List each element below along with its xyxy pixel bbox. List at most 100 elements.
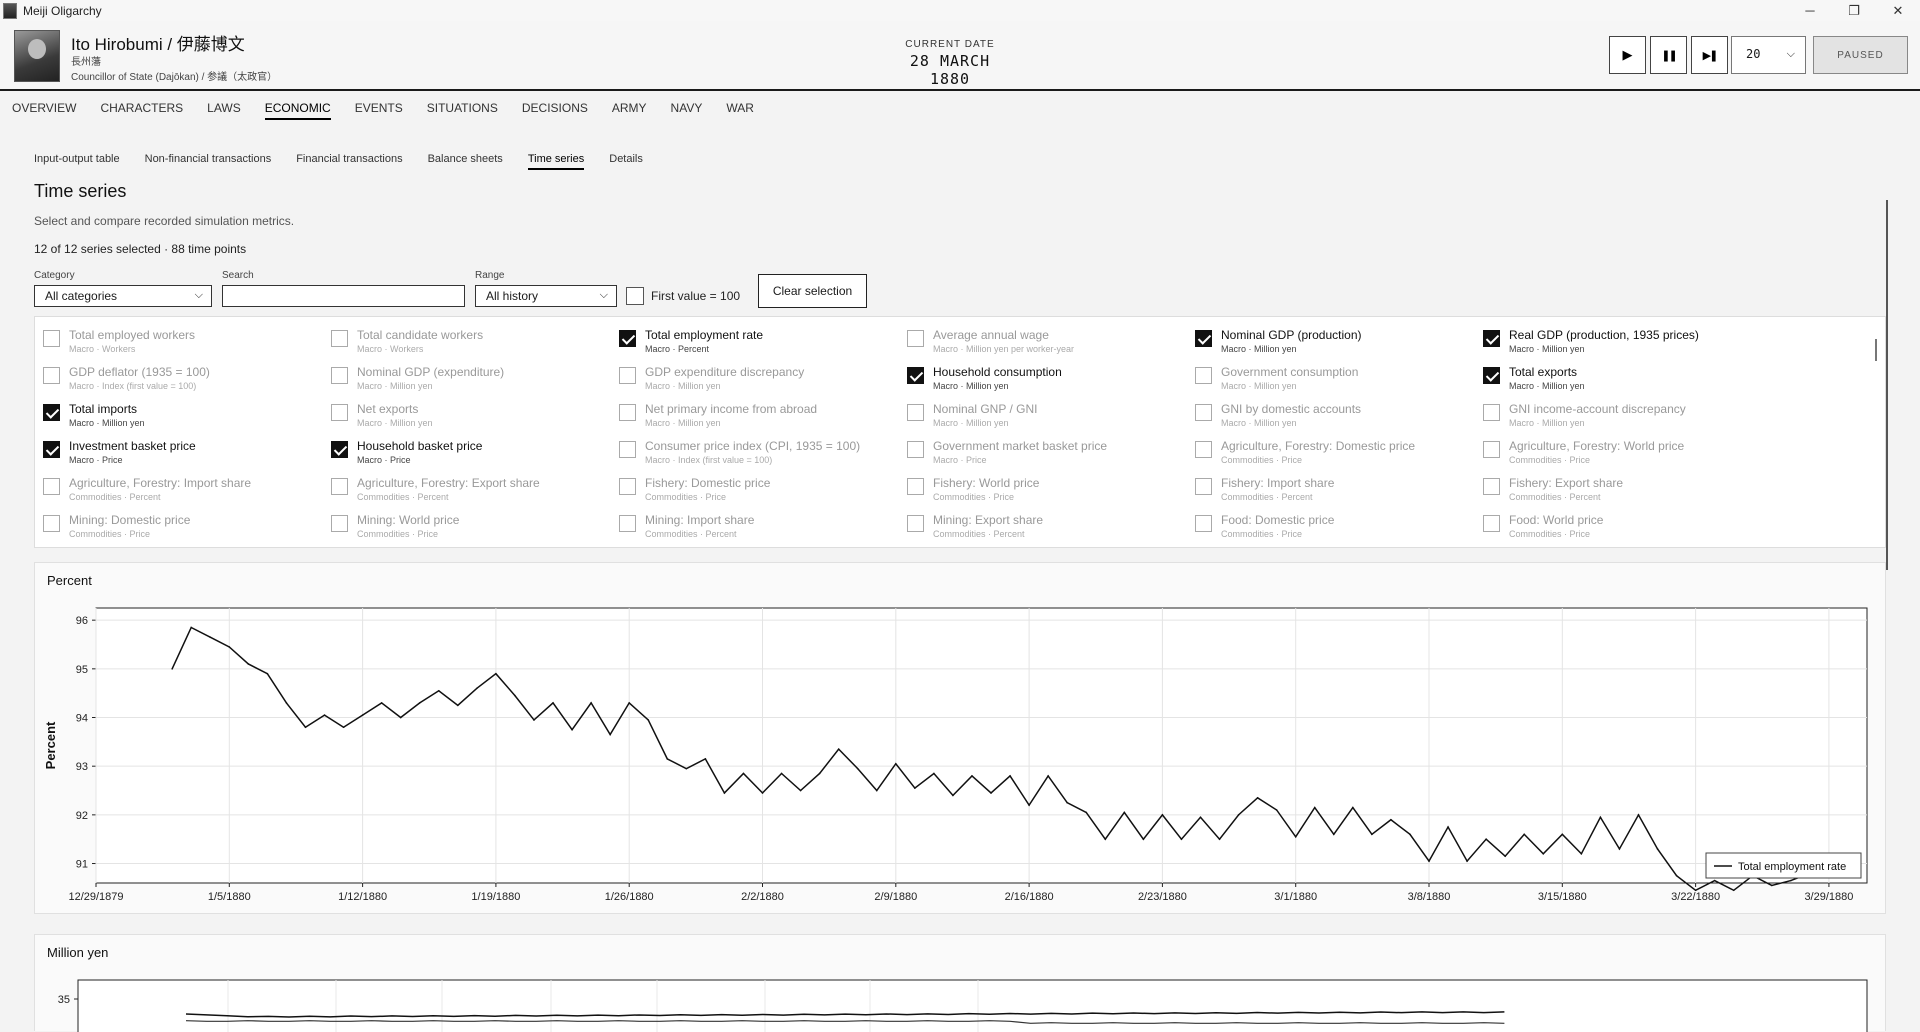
search-input[interactable]	[222, 285, 465, 307]
series-checkbox[interactable]	[331, 330, 348, 347]
series-checkbox[interactable]	[1195, 367, 1212, 384]
subtab-financial-transactions[interactable]: Financial transactions	[296, 153, 403, 165]
subtab-details[interactable]: Details	[609, 153, 643, 165]
series-item[interactable]: Total employed workers Macro · Workers	[35, 321, 315, 354]
series-checkbox[interactable]	[619, 515, 636, 532]
series-item[interactable]: Investment basket price Macro · Price	[35, 432, 315, 465]
series-checkbox[interactable]	[43, 404, 60, 421]
category-select[interactable]: All categories ⌵	[34, 285, 212, 307]
series-item[interactable]: Food: Domestic price Commodities · Price	[1187, 506, 1467, 539]
range-select[interactable]: All history ⌵	[475, 285, 617, 307]
nav-tab-economic[interactable]: ECONOMIC	[264, 101, 331, 120]
series-item[interactable]: GNI by domestic accounts Macro · Million …	[1187, 395, 1467, 428]
series-item[interactable]: Net primary income from abroad Macro · Mi…	[611, 395, 891, 428]
series-item[interactable]: Nominal GDP (production) Macro · Million …	[1187, 321, 1467, 354]
series-checkbox[interactable]	[43, 330, 60, 347]
nav-tab-characters[interactable]: CHARACTERS	[100, 101, 184, 115]
series-checkbox[interactable]	[619, 441, 636, 458]
nav-tab-events[interactable]: EVENTS	[354, 101, 403, 115]
series-item[interactable]: Government market basket price Macro · Pr…	[899, 432, 1179, 465]
series-list-scrollbar[interactable]	[1875, 339, 1877, 361]
series-item[interactable]: Net exports Macro · Million yen	[323, 395, 603, 428]
series-item[interactable]: Fishery: Import share Commodities · Perce…	[1187, 469, 1467, 502]
character-portrait[interactable]	[14, 30, 60, 82]
series-item[interactable]: Fishery: Domestic price Commodities · Pri…	[611, 469, 891, 502]
series-item[interactable]: Mining: Import share Commodities · Percen…	[611, 506, 891, 539]
series-checkbox[interactable]	[43, 478, 60, 495]
series-checkbox[interactable]	[331, 478, 348, 495]
series-checkbox[interactable]	[43, 515, 60, 532]
nav-tab-overview[interactable]: OVERVIEW	[12, 101, 77, 115]
series-item[interactable]: Household basket price Macro · Price	[323, 432, 603, 465]
nav-tab-laws[interactable]: LAWS	[207, 101, 241, 115]
series-checkbox[interactable]	[331, 404, 348, 421]
series-item[interactable]: Total imports Macro · Million yen	[35, 395, 315, 428]
series-checkbox[interactable]	[1195, 441, 1212, 458]
series-item[interactable]: Household consumption Macro · Million yen	[899, 358, 1179, 391]
series-item[interactable]: Agriculture, Forestry: Domestic price Com…	[1187, 432, 1467, 465]
series-item[interactable]: Mining: Domestic price Commodities · Pric…	[35, 506, 315, 539]
subtab-balance-sheets[interactable]: Balance sheets	[427, 153, 503, 165]
series-item[interactable]: Food: World price Commodities · Price	[1475, 506, 1755, 539]
series-checkbox[interactable]	[331, 441, 348, 458]
series-item[interactable]: Fishery: Export share Commodities · Perce…	[1475, 469, 1755, 502]
subtab-time-series[interactable]: Time series	[527, 153, 585, 170]
nav-tab-decisions[interactable]: DECISIONS	[521, 101, 588, 115]
nav-tab-situations[interactable]: SITUATIONS	[426, 101, 498, 115]
series-checkbox[interactable]	[1195, 404, 1212, 421]
series-checkbox[interactable]	[1483, 404, 1500, 421]
series-checkbox[interactable]	[1483, 367, 1500, 384]
series-checkbox[interactable]	[1483, 478, 1500, 495]
series-checkbox[interactable]	[1195, 478, 1212, 495]
series-checkbox[interactable]	[907, 478, 924, 495]
series-item[interactable]: Nominal GDP (expenditure) Macro · Million…	[323, 358, 603, 391]
series-checkbox[interactable]	[1483, 330, 1500, 347]
series-checkbox[interactable]	[619, 404, 636, 421]
series-checkbox[interactable]	[619, 330, 636, 347]
first-value-checkbox[interactable]	[626, 287, 644, 305]
series-checkbox[interactable]	[1483, 515, 1500, 532]
series-checkbox[interactable]	[907, 404, 924, 421]
series-item[interactable]: Agriculture, Forestry: Export share Commo…	[323, 469, 603, 502]
series-checkbox[interactable]	[43, 367, 60, 384]
series-checkbox[interactable]	[907, 441, 924, 458]
series-checkbox[interactable]	[907, 367, 924, 384]
series-checkbox[interactable]	[331, 367, 348, 384]
series-item[interactable]: Consumer price index (CPI, 1935 = 100) Ma…	[611, 432, 891, 465]
series-checkbox[interactable]	[619, 478, 636, 495]
subtab-non-financial-transactions[interactable]: Non-financial transactions	[144, 153, 272, 165]
series-item[interactable]: GNI income-account discrepancy Macro · Mi…	[1475, 395, 1755, 428]
series-item[interactable]: Mining: World price Commodities · Price	[323, 506, 603, 539]
series-item[interactable]: Average annual wage Macro · Million yen p…	[899, 321, 1179, 354]
series-checkbox[interactable]	[1483, 441, 1500, 458]
close-icon[interactable]: ✕	[1892, 2, 1904, 18]
maximize-icon[interactable]: ❐	[1848, 2, 1860, 18]
series-item[interactable]: Real GDP (production, 1935 prices) Macro …	[1475, 321, 1755, 354]
page-scrollbar[interactable]	[1886, 200, 1888, 570]
speed-select[interactable]: 20 ⌵	[1731, 36, 1806, 74]
nav-tab-army[interactable]: ARMY	[611, 101, 647, 115]
series-item[interactable]: GDP expenditure discrepancy Macro · Milli…	[611, 358, 891, 391]
series-checkbox[interactable]	[1195, 330, 1212, 347]
series-item[interactable]: Nominal GNP / GNI Macro · Million yen	[899, 395, 1179, 428]
nav-tab-navy[interactable]: NAVY	[670, 101, 703, 115]
step-button[interactable]: ▶❚	[1691, 36, 1728, 74]
series-item[interactable]: Agriculture, Forestry: Import share Commo…	[35, 469, 315, 502]
series-item[interactable]: Government consumption Macro · Million ye…	[1187, 358, 1467, 391]
series-item[interactable]: Agriculture, Forestry: World price Commod…	[1475, 432, 1755, 465]
series-item[interactable]: GDP deflator (1935 = 100) Macro · Index (…	[35, 358, 315, 391]
series-checkbox[interactable]	[43, 441, 60, 458]
series-item[interactable]: Fishery: World price Commodities · Price	[899, 469, 1179, 502]
series-item[interactable]: Total employment rate Macro · Percent	[611, 321, 891, 354]
series-item[interactable]: Total candidate workers Macro · Workers	[323, 321, 603, 354]
subtab-input-output-table[interactable]: Input-output table	[34, 153, 120, 165]
minimize-icon[interactable]: ─	[1805, 3, 1815, 18]
nav-tab-war[interactable]: WAR	[726, 101, 754, 115]
series-checkbox[interactable]	[1195, 515, 1212, 532]
series-checkbox[interactable]	[619, 367, 636, 384]
play-button[interactable]: ▶	[1609, 36, 1646, 74]
series-checkbox[interactable]	[907, 330, 924, 347]
series-item[interactable]: Mining: Export share Commodities · Percen…	[899, 506, 1179, 539]
clear-selection-button[interactable]: Clear selection	[758, 274, 867, 308]
series-item[interactable]: Total exports Macro · Million yen	[1475, 358, 1755, 391]
